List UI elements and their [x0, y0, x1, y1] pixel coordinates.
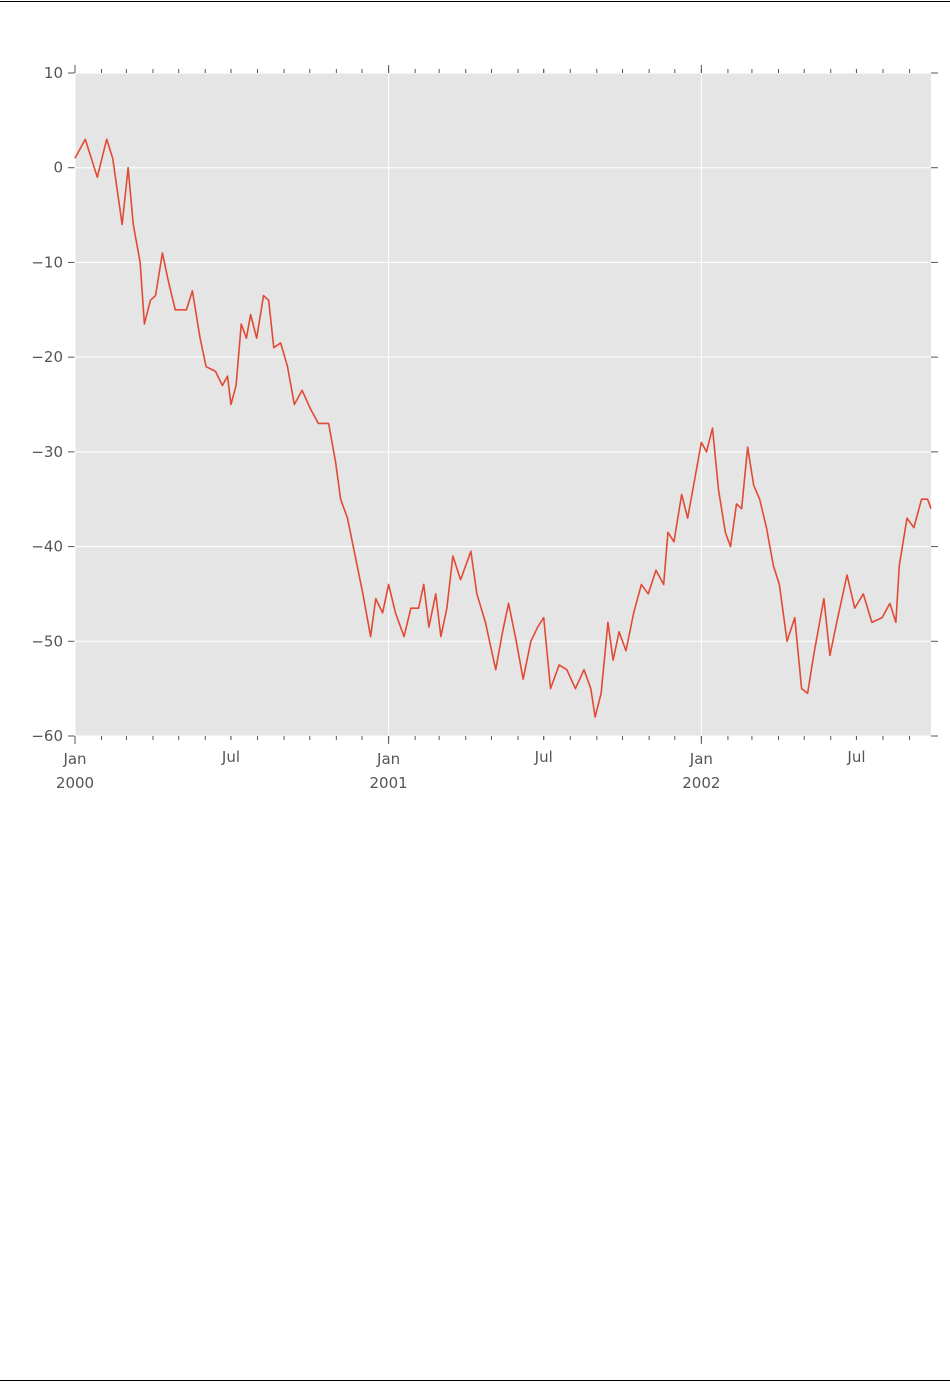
- x-tick-year: 2000: [56, 774, 94, 792]
- y-tick-label: 10: [44, 64, 63, 82]
- y-tick-label: −50: [31, 632, 63, 650]
- y-tick-label: −30: [31, 443, 63, 461]
- x-tick-year: 2002: [682, 774, 720, 792]
- series-line: [74, 138, 932, 718]
- x-tick-label: Jan: [376, 750, 400, 768]
- y-tick-label: −20: [31, 348, 63, 366]
- y-tick-label: −40: [31, 538, 63, 556]
- y-tick-label: 0: [53, 159, 63, 177]
- plot-area: [75, 73, 931, 736]
- x-tick-label: Jul: [846, 748, 865, 766]
- x-tick-year: 2001: [370, 774, 408, 792]
- y-tick-label: −10: [31, 253, 63, 271]
- x-tick-label: Jul: [534, 748, 553, 766]
- x-tick-label: Jul: [221, 748, 240, 766]
- y-tick-label: −60: [31, 727, 63, 745]
- x-tick-label: Jan: [62, 750, 86, 768]
- x-tick-label: Jan: [689, 750, 713, 768]
